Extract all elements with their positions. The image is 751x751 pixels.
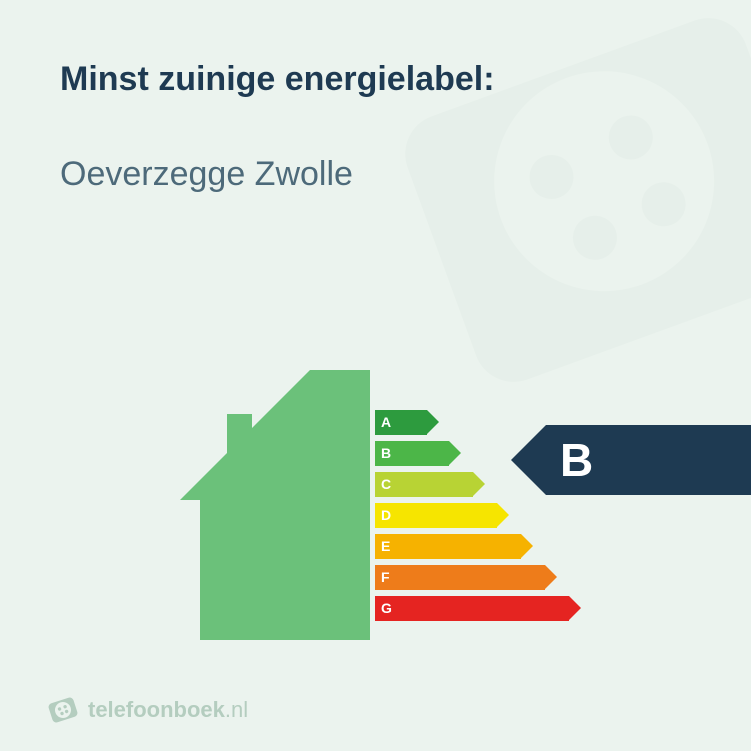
selected-label-letter: B bbox=[560, 433, 593, 487]
energy-bar-d: D bbox=[375, 503, 569, 528]
energy-bar-letter: B bbox=[381, 441, 403, 466]
energy-bar-letter: D bbox=[381, 503, 403, 528]
selected-arrow-body: B bbox=[546, 425, 751, 495]
house-icon bbox=[170, 370, 370, 640]
header-block: Minst zuinige energielabel: Oeverzegge Z… bbox=[0, 0, 751, 194]
energy-bar-g: G bbox=[375, 596, 569, 621]
energy-bar-letter: C bbox=[381, 472, 403, 497]
energy-bar-arrowhead bbox=[473, 472, 485, 496]
brand-name: telefoonboek.nl bbox=[88, 697, 248, 723]
energy-bar-arrowhead bbox=[497, 503, 509, 527]
energy-bar-shape bbox=[375, 596, 569, 621]
selected-arrow-head bbox=[511, 425, 546, 495]
energy-bar-f: F bbox=[375, 565, 569, 590]
energy-label-graphic: ABCDEFG B bbox=[0, 370, 751, 680]
energy-bar-arrowhead bbox=[545, 565, 557, 589]
footer: telefoonboek.nl bbox=[48, 695, 248, 725]
page-title: Minst zuinige energielabel: bbox=[60, 60, 691, 99]
brand-name-tld: .nl bbox=[225, 697, 248, 722]
energy-bar-arrowhead bbox=[427, 410, 439, 434]
selected-label-arrow: B bbox=[511, 425, 751, 495]
energy-bar-e: E bbox=[375, 534, 569, 559]
brand-logo-icon bbox=[48, 695, 78, 725]
energy-bar-arrowhead bbox=[521, 534, 533, 558]
energy-bar-arrowhead bbox=[569, 596, 581, 620]
energy-bar-letter: F bbox=[381, 565, 403, 590]
energy-bar-letter: G bbox=[381, 596, 403, 621]
energy-bar-arrowhead bbox=[449, 441, 461, 465]
page-subtitle: Oeverzegge Zwolle bbox=[60, 155, 691, 194]
brand-name-main: telefoonboek bbox=[88, 697, 225, 722]
energy-bar-letter: E bbox=[381, 534, 403, 559]
energy-bar-letter: A bbox=[381, 410, 403, 435]
